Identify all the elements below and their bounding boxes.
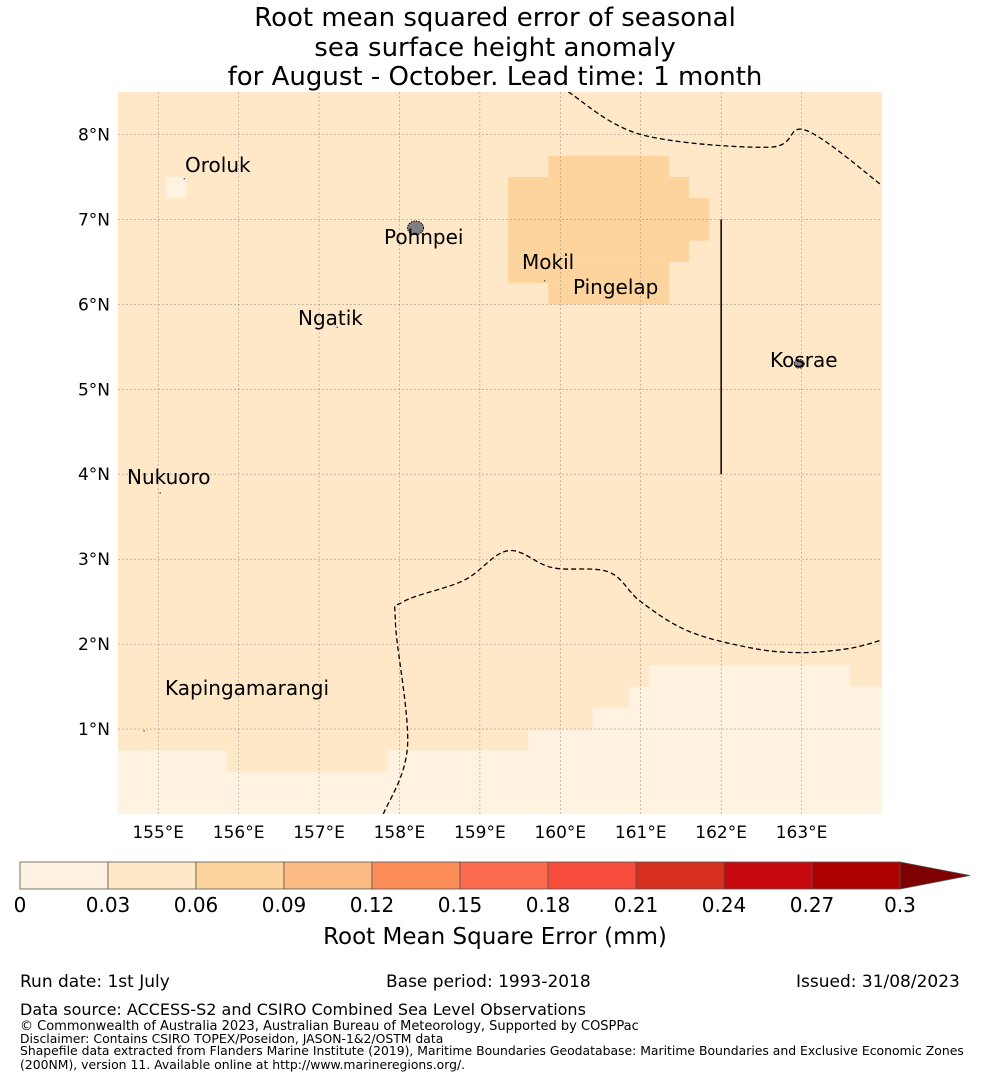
map-title-line-1: Root mean squared error of seasonal: [254, 3, 736, 33]
rmse-cell-5: [592, 707, 629, 814]
eez-boundaries: [382, 92, 882, 814]
lon-tick-label: 158°E: [374, 823, 426, 843]
island-mokil: [543, 279, 546, 282]
rmse-cell-4: [528, 729, 593, 814]
colorbar-tick-label: 0.09: [262, 893, 307, 917]
run-date: Run date: 1st July: [20, 972, 170, 992]
colorbar-bin-5: [459, 861, 549, 890]
colorbar: 0 0.03 0.06 0.09 0.12 0.15 0.18 0.21 0.24 0.27 0.3…: [14, 861, 971, 950]
island-label-ngatik: Ngatik: [298, 306, 363, 330]
colorbar-bin-2: [195, 861, 285, 890]
rmse-cell-1: [118, 750, 227, 814]
island-pohnpei: [407, 220, 425, 236]
lat-tick-label: 3°N: [78, 550, 110, 570]
lat-tick-label: 1°N: [78, 720, 110, 740]
island-nukuoro: [159, 492, 162, 494]
colorbar-bin-4: [371, 861, 461, 890]
lat-tick-label: 8°N: [78, 125, 110, 145]
colorbar-tick-label: 0.06: [174, 893, 219, 917]
eez-boundary-1: [382, 550, 882, 814]
island-label-kapingamarangi: Kapingamarangi: [165, 676, 329, 700]
shapefile-credit-line-1: Shapefile data extracted from Flanders M…: [20, 1043, 964, 1058]
rmse-cell-13: [508, 261, 669, 284]
island-ngatik: [336, 326, 338, 329]
issued-date: Issued: 31/08/2023: [796, 972, 960, 992]
rmse-cell-7: [648, 665, 850, 814]
copyright-notice: © Commonwealth of Australia 2023, Austra…: [20, 1019, 639, 1034]
island-label-mokil: Mokil: [522, 250, 574, 274]
lat-tick-label: 5°N: [78, 380, 110, 400]
colorbar-label: Root Mean Square Error (mm): [323, 924, 667, 950]
island-label-pingelap: Pingelap: [573, 275, 658, 299]
map-title-line-3: for August - October. Lead time: 1 month: [227, 62, 763, 92]
colorbar-tick-label: 0.3: [884, 893, 916, 917]
island-label-pohnpei: Pohnpei: [384, 225, 464, 249]
colorbar-tick-label: 0.24: [702, 893, 747, 917]
lat-tick-label: 6°N: [78, 295, 110, 315]
data-source: Data source: ACCESS-S2 and CSIRO Combine…: [20, 1000, 586, 1019]
colorbar-extend-arrow: [899, 861, 971, 890]
colorbar-bin-8: [723, 861, 813, 890]
colorbar-tick-label: 0.12: [350, 893, 395, 917]
lon-tick-label: 156°E: [213, 823, 265, 843]
lon-tick-label: 163°E: [776, 823, 828, 843]
rmse-cell-3: [387, 750, 529, 814]
lon-tick-label: 159°E: [454, 823, 506, 843]
colorbar-tick-label: 0.18: [526, 893, 571, 917]
island-kosrae: [793, 359, 805, 369]
shapefile-credit-line-2: (200NM), version 11. Available online at…: [20, 1057, 466, 1072]
island-label-oroluk: Oroluk: [185, 153, 251, 177]
colorbar-tick-label: 0.03: [86, 893, 131, 917]
colorbar-tick-label: 0.15: [438, 893, 483, 917]
colorbar-bin-9: [811, 861, 901, 890]
lon-tick-label: 155°E: [132, 823, 184, 843]
lon-tick-label: 157°E: [293, 823, 345, 843]
eez-boundary-0: [568, 92, 882, 186]
map-title-line-2: sea surface height anomaly: [314, 33, 676, 63]
lat-tick-label: 4°N: [78, 465, 110, 485]
rmse-cell-6: [628, 686, 649, 814]
lat-tick-label: 2°N: [78, 635, 110, 655]
lat-tick-label: 7°N: [78, 210, 110, 230]
colorbar-tick-label: 0.21: [614, 893, 659, 917]
lon-tick-label: 162°E: [695, 823, 747, 843]
colorbar-bin-6: [547, 861, 637, 890]
colorbar-bin-1: [107, 861, 197, 890]
island-kapingamarangi: [143, 730, 145, 732]
lon-tick-label: 160°E: [534, 823, 586, 843]
rmse-cell-14: [548, 283, 669, 305]
rmse-cell-2: [226, 771, 388, 814]
rmse-cell-8: [849, 686, 882, 814]
island-label-nukuoro: Nukuoro: [127, 465, 211, 489]
island-pingelap: [617, 292, 620, 295]
colorbar-bin-7: [635, 861, 725, 890]
colorbar-tick-label: 0: [14, 893, 27, 917]
island-label-kosrae: Kosrae: [770, 348, 838, 372]
colorbar-bin-0: [19, 861, 109, 890]
base-period: Base period: 1993-2018: [386, 972, 591, 992]
disclaimer: Disclaimer: Contains CSIRO TOPEX/Poseido…: [20, 1031, 444, 1046]
island-oroluk: [183, 177, 186, 180]
colorbar-bin-3: [283, 861, 373, 890]
lon-tick-label: 161°E: [615, 823, 667, 843]
rmse-cell-0: [166, 176, 187, 199]
colorbar-tick-label: 0.27: [790, 893, 835, 917]
